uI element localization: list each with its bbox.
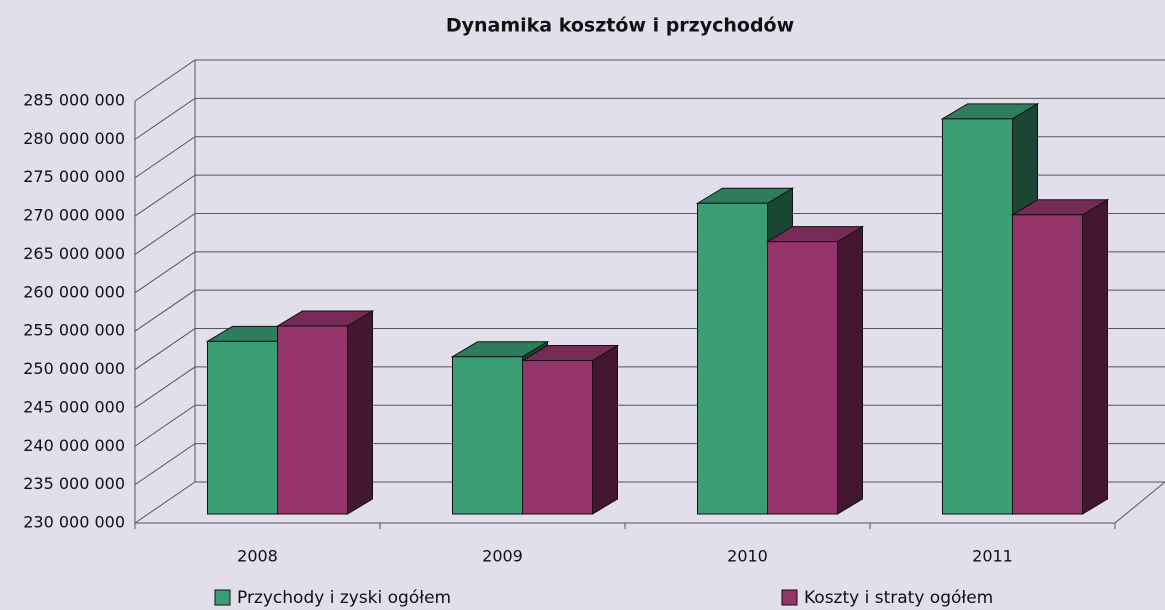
y-tick-label: 270 000 000 xyxy=(23,206,125,225)
grid-line xyxy=(134,97,1165,140)
bar xyxy=(697,202,768,515)
y-tick-label: 235 000 000 xyxy=(23,474,125,493)
y-tick-label: 275 000 000 xyxy=(23,167,125,186)
y-tick-label: 285 000 000 xyxy=(23,91,125,110)
y-tick-label: 250 000 000 xyxy=(23,359,125,378)
y-tick-label: 260 000 000 xyxy=(23,282,125,301)
bar xyxy=(1012,214,1083,515)
chart-title: Dynamika kosztów i przychodów xyxy=(446,15,794,37)
legend-swatch xyxy=(781,589,798,606)
bar-side xyxy=(347,310,373,515)
bar-side xyxy=(837,225,863,515)
bar xyxy=(767,241,838,515)
y-tick-label: 265 000 000 xyxy=(23,244,125,263)
grid-line xyxy=(134,212,1165,255)
grid-line xyxy=(134,136,1165,179)
bar xyxy=(277,325,348,515)
grid-line xyxy=(134,174,1165,217)
x-tick-label: 2010 xyxy=(727,547,768,566)
y-tick-label: 255 000 000 xyxy=(23,321,125,340)
y-tick-label: 240 000 000 xyxy=(23,436,125,455)
bar xyxy=(452,356,523,515)
bar xyxy=(207,340,278,515)
legend-swatch xyxy=(214,589,231,606)
bar-side xyxy=(592,344,618,515)
bar-side xyxy=(1082,198,1108,515)
bar xyxy=(942,118,1013,515)
y-tick-label: 280 000 000 xyxy=(23,129,125,148)
x-tick-label: 2008 xyxy=(237,547,278,566)
y-tick-label: 245 000 000 xyxy=(23,397,125,416)
y-tick-label: 230 000 000 xyxy=(23,513,125,532)
bar xyxy=(522,360,593,515)
grid-line xyxy=(134,59,1165,102)
x-tick-label: 2011 xyxy=(972,547,1013,566)
x-tick-label: 2009 xyxy=(482,547,523,566)
legend-label: Przychody i zyski ogółem xyxy=(237,588,451,608)
legend-label: Koszty i straty ogółem xyxy=(804,588,993,608)
